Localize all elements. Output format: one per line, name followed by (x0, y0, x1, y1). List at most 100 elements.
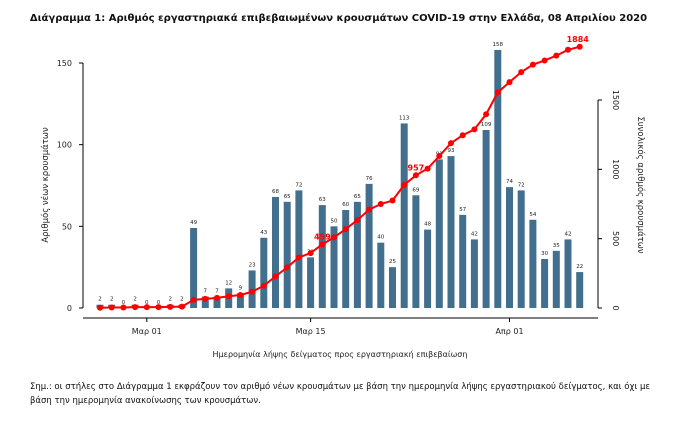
bar (541, 259, 549, 308)
bar (260, 237, 268, 308)
cumulative-point (553, 52, 560, 59)
bar-label: 9 (239, 285, 243, 291)
bar-label: 42 (471, 231, 478, 237)
bar (412, 195, 420, 308)
bar-label: 63 (319, 197, 326, 203)
cumulative-point (436, 153, 443, 160)
cumulative-point (389, 197, 396, 204)
cumulative-point (214, 294, 220, 301)
cumulative-point (529, 61, 536, 68)
bar-label: 72 (518, 182, 525, 188)
bar (435, 159, 443, 308)
bar (330, 226, 338, 308)
x-axis-label: Ημερομηνία λήψης δείγματος προς εργαστηρ… (213, 350, 468, 359)
cumulative-point (331, 234, 337, 241)
bar-label: 42 (565, 231, 572, 237)
bar (389, 267, 396, 308)
cumulative-point (272, 273, 279, 280)
bar-label: 76 (366, 176, 373, 182)
bar-label: 113 (399, 115, 410, 121)
y-tick-label: 0 (67, 304, 72, 313)
y2-tick-label: 0 (611, 305, 620, 310)
cumulative-point (401, 181, 408, 188)
cumulative-label: 957 (408, 163, 425, 172)
bar (459, 214, 467, 308)
cumulative-point (319, 241, 326, 248)
cumulative-point (97, 304, 103, 311)
bar (377, 242, 385, 308)
bar (190, 227, 198, 308)
bar (552, 250, 560, 308)
bar-label: 7 (204, 289, 208, 295)
bar (318, 205, 326, 308)
bar-label: 23 (249, 262, 256, 268)
bar-label: 74 (506, 179, 513, 185)
bar-label: 158 (493, 42, 504, 48)
cumulative-point (178, 303, 185, 310)
cumulative-point (576, 43, 583, 50)
cumulative-point (541, 57, 548, 64)
bar (201, 296, 209, 308)
bar-label: 43 (260, 230, 267, 236)
y2-tick-label: 500 (611, 231, 620, 246)
cumulative-point (225, 293, 232, 300)
bar-label: 65 (284, 194, 291, 200)
bar (482, 129, 490, 308)
y2-axis-label: Συνολικός αριθμός κρουσμάτων (635, 116, 646, 254)
bar-label: 2 (110, 297, 114, 303)
chart-title: Διάγραμμα 1: Αριθμός εργαστηριακά επιβεβ… (29, 13, 648, 24)
cumulative-point (424, 165, 431, 172)
bar-label: 65 (354, 194, 361, 200)
bar (400, 123, 408, 308)
bar-label: 69 (412, 187, 419, 193)
bar-label: 49 (190, 220, 197, 226)
bar (213, 296, 221, 308)
bar (342, 210, 350, 308)
y-axis-label: Αριθμός νέων κρουσμάτων (40, 127, 51, 243)
cumulative-point (202, 295, 209, 302)
bar-label: 35 (553, 243, 560, 249)
bar (272, 196, 279, 308)
bar (295, 190, 303, 308)
bar-label: 2 (133, 297, 137, 303)
cumulative-point (249, 288, 256, 295)
cumulative-point (120, 304, 127, 311)
bar-label: 68 (272, 189, 279, 195)
x-tick-label: Μαρ 15 (296, 327, 326, 336)
bar-label: 60 (342, 202, 349, 208)
bar (564, 239, 572, 308)
bar-label: 50 (331, 218, 338, 224)
cumulative-point (471, 126, 478, 133)
bar-label: 93 (448, 148, 455, 154)
bar (307, 257, 315, 308)
bar-label: 0 (157, 300, 161, 306)
bar-label: 72 (295, 182, 302, 188)
cumulative-point (494, 89, 501, 96)
cumulative-point (483, 111, 490, 118)
bar-label: 22 (576, 264, 583, 270)
x-tick-label: Μαρ 01 (132, 327, 162, 336)
bar-label: 54 (529, 212, 536, 218)
y-tick-label: 50 (62, 222, 72, 231)
cumulative-point (108, 304, 115, 311)
cumulative-point (237, 291, 244, 298)
cumulative-point (366, 206, 373, 213)
y-tick-label: 150 (57, 59, 72, 68)
cumulative-point (295, 254, 302, 261)
bar-label: 2 (180, 297, 184, 303)
cumulative-point (412, 172, 419, 179)
cumulative-point (284, 264, 291, 271)
bar-label: 2 (98, 297, 102, 303)
bar (365, 183, 373, 308)
bar (506, 187, 513, 308)
bar (424, 229, 432, 308)
y-tick-label: 100 (57, 141, 72, 150)
bar-label: 48 (424, 222, 431, 228)
cumulative-point (190, 296, 197, 303)
cumulative-point (448, 140, 454, 147)
cumulative-point (307, 250, 314, 257)
cumulative-label: 459 (314, 232, 331, 241)
cumulative-point (506, 79, 513, 86)
bar-label: 0 (122, 300, 126, 306)
